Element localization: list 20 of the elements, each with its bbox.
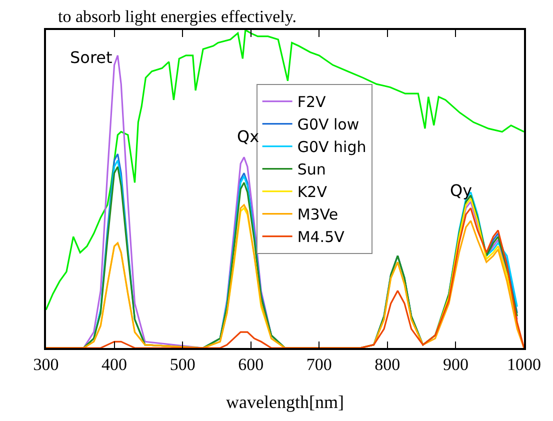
x-axis-title: wavelength[nm] [226, 392, 344, 412]
legend-label: G0V low [297, 116, 360, 134]
annotation: Qy [450, 181, 472, 200]
annotation: Soret [70, 48, 112, 67]
legend-label: G0V high [297, 138, 366, 156]
x-tick-label: 700 [306, 355, 332, 374]
annotation: Qx [237, 127, 260, 146]
x-tick-label: 600 [238, 355, 264, 374]
legend-label: M4.5V [297, 228, 346, 246]
x-tick-label: 1000 [507, 355, 541, 374]
legend-label: Sun [297, 160, 326, 179]
x-tick-label: 300 [33, 355, 59, 374]
x-tick-label: 900 [442, 355, 468, 374]
x-tick-label: 400 [102, 355, 128, 374]
legend-label: M3Ve [297, 206, 338, 224]
text: to absorb light energies effectively. [58, 7, 297, 26]
legend-label: F2V [297, 93, 326, 112]
x-tick-label: 800 [374, 355, 400, 374]
x-tick-label: 500 [170, 355, 196, 374]
legend-label: K2V [297, 183, 328, 202]
